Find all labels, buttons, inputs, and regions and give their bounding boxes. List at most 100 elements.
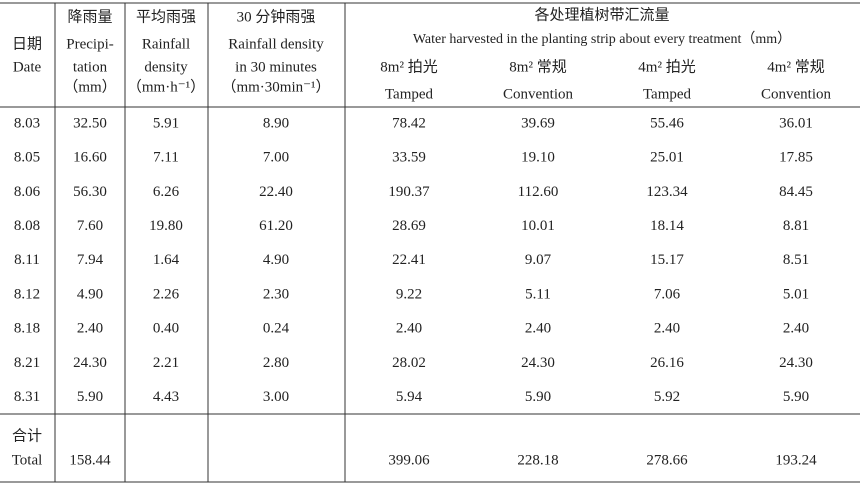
total-label: Total bbox=[12, 452, 43, 468]
cell: 17.85 bbox=[779, 150, 813, 166]
cell: 8.11 bbox=[14, 252, 40, 268]
cell: 7.06 bbox=[654, 286, 681, 302]
cell: 55.46 bbox=[650, 115, 684, 131]
cell: 2.40 bbox=[654, 321, 680, 337]
cell: 39.69 bbox=[521, 115, 555, 131]
total-label: 合计 bbox=[12, 427, 42, 444]
cell: 5.94 bbox=[396, 389, 423, 405]
cell: 4.90 bbox=[77, 286, 103, 302]
cell: 7.60 bbox=[77, 218, 103, 234]
cell: 5.91 bbox=[153, 115, 179, 131]
cell: 0.24 bbox=[263, 321, 290, 337]
column-header: Precipi- bbox=[66, 36, 113, 52]
cell: 2.40 bbox=[396, 321, 422, 337]
cell: 78.42 bbox=[392, 115, 426, 131]
cell: 8.03 bbox=[14, 115, 40, 131]
cell: 2.21 bbox=[153, 355, 179, 371]
column-header: 8m² 拍光 bbox=[380, 58, 437, 75]
cell: 2.40 bbox=[77, 321, 103, 337]
column-header: Rainfall density bbox=[228, 36, 324, 52]
cell: 7.94 bbox=[77, 252, 104, 268]
cell: 61.20 bbox=[259, 218, 293, 234]
cell: 4.90 bbox=[263, 252, 289, 268]
cell: 2.40 bbox=[783, 321, 809, 337]
cell: 3.00 bbox=[263, 389, 289, 405]
cell: 24.30 bbox=[73, 355, 107, 371]
column-header: Tamped bbox=[643, 86, 692, 102]
cell: 5.01 bbox=[783, 286, 809, 302]
cell: 56.30 bbox=[73, 184, 107, 200]
column-header: （mm） bbox=[63, 78, 116, 95]
cell: 5.90 bbox=[783, 389, 809, 405]
cell: 278.66 bbox=[646, 452, 688, 468]
column-header: 平均雨强 bbox=[136, 8, 196, 25]
column-header: （mm·h⁻¹） bbox=[127, 78, 205, 95]
cell: 8.21 bbox=[14, 355, 40, 371]
cell: 15.17 bbox=[650, 252, 684, 268]
cell: 0.40 bbox=[153, 321, 179, 337]
cell: 8.31 bbox=[14, 389, 40, 405]
column-header: 4m² 拍光 bbox=[638, 58, 695, 75]
column-header: （mm·30min⁻¹） bbox=[221, 78, 330, 95]
column-header: 30 分钟雨强 bbox=[237, 8, 316, 25]
cell: 24.30 bbox=[779, 355, 813, 371]
cell: 190.37 bbox=[388, 184, 430, 200]
cell: 7.11 bbox=[153, 150, 179, 166]
cell: 18.14 bbox=[650, 218, 684, 234]
column-header: 4m² 常规 bbox=[767, 58, 824, 75]
cell: 7.00 bbox=[263, 150, 289, 166]
group-header: 各处理植树带汇流量 bbox=[534, 6, 669, 23]
cell: 16.60 bbox=[73, 150, 107, 166]
cell: 10.01 bbox=[521, 218, 555, 234]
column-header: Rainfall bbox=[142, 36, 190, 52]
cell: 19.80 bbox=[149, 218, 183, 234]
cell: 112.60 bbox=[518, 184, 559, 200]
cell: 84.45 bbox=[779, 184, 813, 200]
cell: 399.06 bbox=[388, 452, 430, 468]
cell: 22.40 bbox=[259, 184, 293, 200]
cell: 32.50 bbox=[73, 115, 107, 131]
column-header: 日期 bbox=[12, 35, 42, 52]
column-header: tation bbox=[73, 59, 108, 75]
cell: 8.05 bbox=[14, 150, 40, 166]
column-header: in 30 minutes bbox=[235, 59, 317, 75]
cell: 5.11 bbox=[525, 286, 551, 302]
column-header: Convention bbox=[761, 86, 831, 102]
column-header: 8m² 常规 bbox=[509, 58, 566, 75]
cell: 8.51 bbox=[783, 252, 809, 268]
cell: 2.80 bbox=[263, 355, 289, 371]
column-header: Date bbox=[13, 59, 42, 75]
cell: 9.07 bbox=[525, 252, 552, 268]
cell: 5.92 bbox=[654, 389, 680, 405]
cell: 5.90 bbox=[77, 389, 103, 405]
cell: 28.02 bbox=[392, 355, 426, 371]
cell: 1.64 bbox=[153, 252, 180, 268]
cell: 158.44 bbox=[69, 452, 111, 468]
cell: 2.26 bbox=[153, 286, 180, 302]
cell: 28.69 bbox=[392, 218, 426, 234]
cell: 8.90 bbox=[263, 115, 289, 131]
column-header: Convention bbox=[503, 86, 573, 102]
cell: 19.10 bbox=[521, 150, 555, 166]
cell: 8.81 bbox=[783, 218, 809, 234]
cell: 33.59 bbox=[392, 150, 426, 166]
column-header: density bbox=[144, 59, 188, 75]
cell: 193.24 bbox=[775, 452, 817, 468]
cell: 4.43 bbox=[153, 389, 179, 405]
column-header: 降雨量 bbox=[67, 8, 112, 25]
cell: 2.40 bbox=[525, 321, 551, 337]
cell: 6.26 bbox=[153, 184, 180, 200]
cell: 8.18 bbox=[14, 321, 40, 337]
cell: 5.90 bbox=[525, 389, 551, 405]
cell: 228.18 bbox=[517, 452, 558, 468]
group-header: Water harvested in the planting strip ab… bbox=[413, 31, 791, 47]
cell: 2.30 bbox=[263, 286, 289, 302]
cell: 26.16 bbox=[650, 355, 684, 371]
cell: 24.30 bbox=[521, 355, 555, 371]
cell: 8.12 bbox=[14, 286, 40, 302]
cell: 8.06 bbox=[14, 184, 41, 200]
cell: 8.08 bbox=[14, 218, 40, 234]
cell: 36.01 bbox=[779, 115, 813, 131]
cell: 9.22 bbox=[396, 286, 422, 302]
